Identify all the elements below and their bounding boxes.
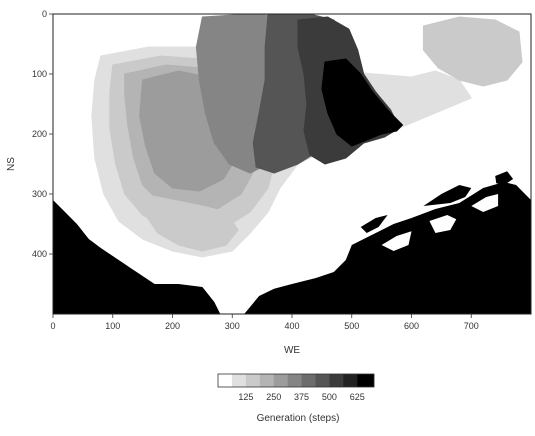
colorbar: 125 250 375 500 625 Generation (steps) [217, 373, 375, 424]
colorbar-tick-label: 375 [294, 392, 309, 402]
region-east-upper-light [422, 16, 523, 87]
colorbar-title: Generation (steps) [257, 413, 340, 424]
colorbar-bin [357, 374, 375, 387]
y-tick-label: 100 [32, 69, 47, 79]
barrier-southwest-landmass [53, 200, 221, 314]
x-tick-label: 600 [404, 321, 419, 331]
colorbar-bin [343, 374, 358, 387]
generation-regions [67, 14, 526, 297]
colorbar-bin [218, 374, 233, 387]
y-tick-label: 200 [32, 129, 47, 139]
barrier-southeast-landmass [244, 182, 531, 314]
colorbar-bin [301, 374, 316, 387]
region-northeast-darkest [321, 58, 403, 147]
barrier-regions [53, 171, 531, 314]
barrier-peninsula-east [423, 185, 472, 206]
barrier-islet-2 [495, 171, 514, 185]
colorbar-tick-label: 625 [350, 392, 365, 402]
colorbar-bin [231, 374, 247, 387]
hole-harbour-pool-2 [429, 215, 457, 233]
x-tick-label: 700 [464, 321, 479, 331]
barrier-islet-1 [360, 215, 388, 233]
colorbar-frame [217, 373, 375, 388]
region-southwest-gray [142, 193, 239, 252]
heatmap-map-area [52, 13, 532, 315]
y-tick-label: 400 [32, 249, 47, 259]
y-axis: 0 100 200 300 400 [32, 9, 53, 259]
hole-harbour-pool-1 [381, 231, 412, 251]
x-tick-label: 300 [225, 321, 240, 331]
colorbar-tick-label: 125 [238, 392, 253, 402]
colorbar-bin [315, 374, 330, 387]
y-tick-label: 300 [32, 189, 47, 199]
y-axis-title: NS [6, 157, 17, 171]
colorbar-bin [245, 374, 261, 387]
x-tick-label: 500 [344, 321, 359, 331]
colorbar-bins [218, 374, 375, 387]
colorbar-bin [287, 374, 302, 387]
open-water-holes [381, 194, 499, 251]
x-tick-label: 0 [50, 321, 55, 331]
colorbar-ticks: 125 250 375 500 625 [238, 392, 364, 402]
x-tick-label: 200 [165, 321, 180, 331]
x-axis: 0 100 200 300 400 500 600 700 [50, 314, 479, 331]
colorbar-tick-label: 250 [266, 392, 281, 402]
hole-harbour-pool-3 [471, 194, 499, 212]
colorbar-bin [273, 374, 288, 387]
colorbar-tick-label: 500 [322, 392, 337, 402]
colorbar-bin [259, 374, 275, 387]
x-tick-label: 400 [284, 321, 299, 331]
x-axis-title: WE [284, 345, 300, 356]
y-tick-label: 0 [42, 9, 47, 19]
x-tick-label: 100 [105, 321, 120, 331]
colorbar-bin [329, 374, 344, 387]
